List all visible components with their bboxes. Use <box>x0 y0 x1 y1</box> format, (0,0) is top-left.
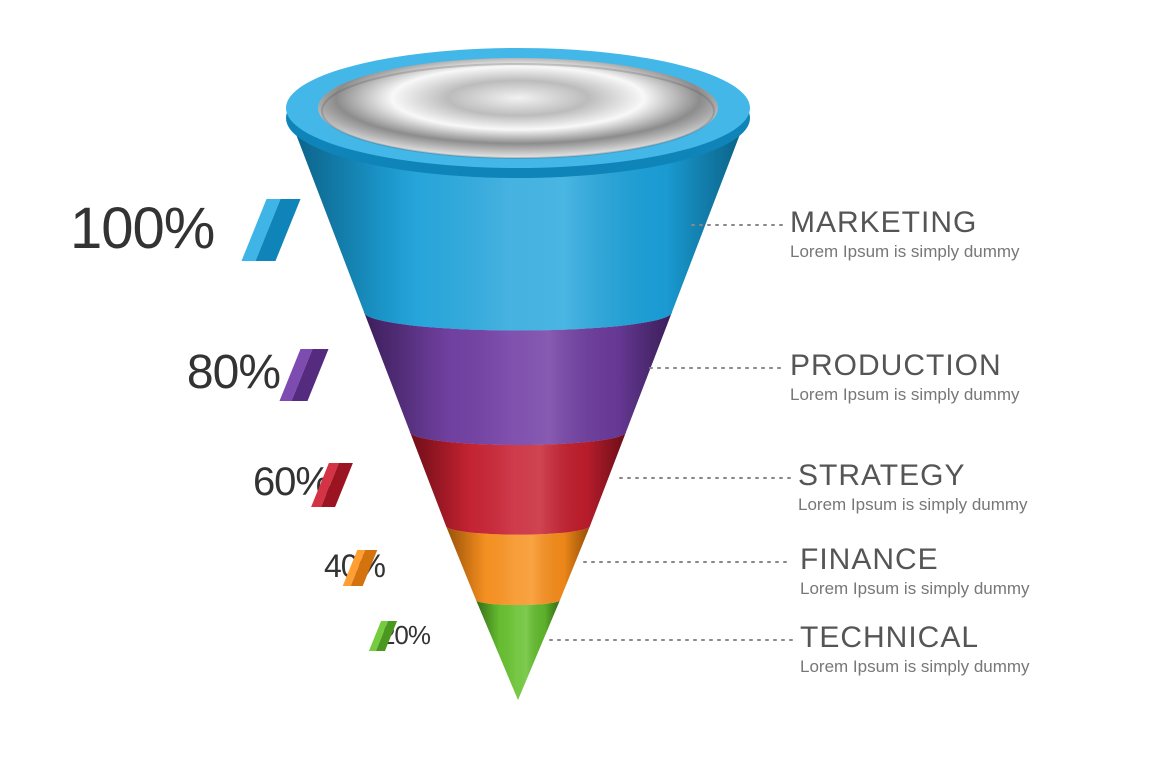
funnel-stage-strategy <box>410 432 626 535</box>
funnel-stage-finance <box>446 526 590 605</box>
funnel-infographic: 100%MARKETINGLorem Ipsum is simply dummy… <box>0 0 1160 772</box>
percent-strategy: 60% <box>190 460 330 505</box>
label-title-strategy: STRATEGY <box>798 459 1028 493</box>
funnel-rim <box>286 48 750 178</box>
label-finance: FINANCELorem Ipsum is simply dummy <box>800 543 1030 599</box>
funnel-stage-production <box>364 312 672 445</box>
percent-marketing: 100% <box>70 195 210 262</box>
label-title-finance: FINANCE <box>800 543 1030 577</box>
label-strategy: STRATEGYLorem Ipsum is simply dummy <box>798 459 1028 515</box>
label-sub-finance: Lorem Ipsum is simply dummy <box>800 579 1030 599</box>
funnel-stage-technical <box>476 600 560 700</box>
label-technical: TECHNICALLorem Ipsum is simply dummy <box>800 621 1030 677</box>
percent-production: 80% <box>140 345 280 400</box>
label-production: PRODUCTIONLorem Ipsum is simply dummy <box>790 349 1020 405</box>
label-marketing: MARKETINGLorem Ipsum is simply dummy <box>790 206 1020 262</box>
label-sub-marketing: Lorem Ipsum is simply dummy <box>790 242 1020 262</box>
label-sub-strategy: Lorem Ipsum is simply dummy <box>798 495 1028 515</box>
label-sub-technical: Lorem Ipsum is simply dummy <box>800 657 1030 677</box>
label-title-marketing: MARKETING <box>790 206 1020 240</box>
label-title-production: PRODUCTION <box>790 349 1020 383</box>
label-sub-production: Lorem Ipsum is simply dummy <box>790 385 1020 405</box>
percent-technical: 20% <box>290 620 430 651</box>
label-title-technical: TECHNICAL <box>800 621 1030 655</box>
